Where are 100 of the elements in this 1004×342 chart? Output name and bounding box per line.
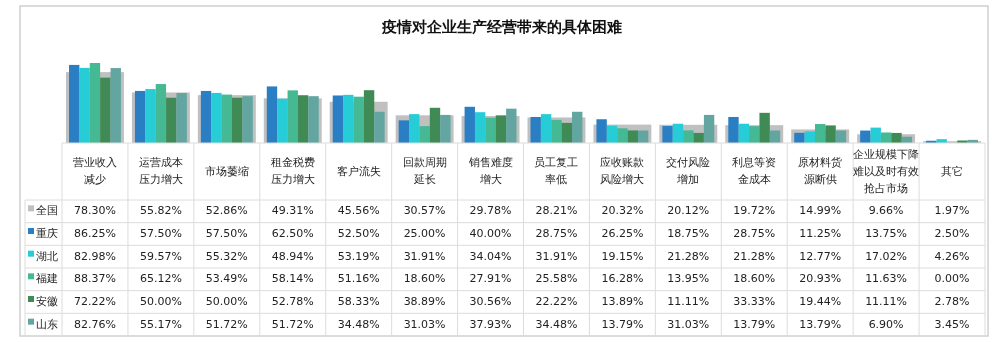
data-label: 62.50% bbox=[271, 227, 314, 240]
data-label: 0.00% bbox=[934, 272, 970, 286]
data-label: 51.72% bbox=[271, 317, 314, 331]
data-label: 31.91% bbox=[535, 249, 578, 263]
data-label: 14.99% bbox=[799, 204, 842, 218]
data-label: 21.28% bbox=[667, 249, 710, 263]
data-label: 78.30% bbox=[73, 204, 116, 218]
data-label: 20.93% bbox=[799, 272, 842, 286]
data-label: 13.75% bbox=[865, 227, 908, 240]
data-label: 2.78% bbox=[934, 295, 970, 308]
x-tick-label: 客户流失 bbox=[336, 164, 381, 178]
x-tick-label: 租金税费压力增大 bbox=[270, 156, 315, 186]
data-label: 31.03% bbox=[403, 317, 446, 331]
data-label: 28.75% bbox=[733, 227, 776, 240]
data-label: 17.02% bbox=[865, 249, 908, 263]
data-label: 28.21% bbox=[535, 204, 578, 218]
data-label: 82.98% bbox=[73, 249, 116, 263]
chart-title: 疫情对企业生产经营带来的具体困难 bbox=[381, 17, 622, 36]
data-label: 57.50% bbox=[205, 227, 248, 240]
data-label: 34.48% bbox=[337, 317, 380, 331]
data-label: 27.91% bbox=[469, 272, 512, 286]
data-label: 51.16% bbox=[337, 272, 380, 286]
data-label: 58.14% bbox=[271, 272, 314, 286]
data-label: 49.31% bbox=[271, 204, 314, 218]
data-label: 57.50% bbox=[139, 227, 182, 240]
x-tick-label: 运营成本压力增大 bbox=[138, 156, 183, 186]
data-label: 40.00% bbox=[469, 227, 512, 240]
data-label: 13.79% bbox=[799, 317, 842, 331]
data-label: 13.79% bbox=[601, 317, 644, 331]
data-label: 19.44% bbox=[799, 295, 842, 308]
data-label: 18.60% bbox=[403, 272, 446, 286]
data-label: 11.11% bbox=[865, 295, 908, 308]
legend-label: 安徽 bbox=[36, 295, 58, 308]
data-label: 86.25% bbox=[73, 227, 116, 240]
data-label: 48.94% bbox=[271, 249, 314, 263]
x-tick-label: 企业规模下降难以及时有效抢占市场 bbox=[853, 147, 920, 195]
data-label: 16.28% bbox=[601, 272, 644, 286]
data-label: 1.97% bbox=[934, 204, 970, 218]
data-label: 28.75% bbox=[535, 227, 578, 240]
data-label: 53.19% bbox=[337, 249, 380, 263]
x-tick-label: 回款周期延长 bbox=[402, 156, 447, 186]
data-label: 2.50% bbox=[934, 227, 970, 240]
data-label: 25.58% bbox=[535, 272, 578, 286]
data-label: 50.00% bbox=[139, 295, 182, 308]
x-tick-label: 交付风险增加 bbox=[666, 156, 711, 186]
data-label: 52.50% bbox=[337, 227, 380, 240]
x-tick-label: 市场萎缩 bbox=[204, 164, 249, 178]
data-label: 55.17% bbox=[139, 317, 182, 331]
data-label: 22.22% bbox=[535, 295, 578, 308]
data-label: 12.77% bbox=[799, 249, 842, 263]
data-label: 13.79% bbox=[733, 317, 776, 331]
data-label: 3.45% bbox=[934, 317, 970, 331]
data-label: 31.03% bbox=[667, 317, 710, 331]
data-label: 51.72% bbox=[205, 317, 248, 331]
data-label: 82.76% bbox=[73, 317, 116, 331]
data-label: 21.28% bbox=[733, 249, 776, 263]
x-tick-label: 利息等资金成本 bbox=[732, 156, 777, 186]
data-label: 19.15% bbox=[601, 249, 644, 263]
legend-label: 山东 bbox=[36, 317, 58, 331]
data-label: 59.57% bbox=[139, 249, 182, 263]
data-label: 33.33% bbox=[733, 295, 776, 308]
data-label: 52.78% bbox=[271, 295, 314, 308]
data-label: 20.32% bbox=[601, 204, 644, 218]
data-label: 30.57% bbox=[403, 204, 446, 218]
data-label: 88.37% bbox=[73, 272, 116, 286]
legend-label: 湖北 bbox=[36, 249, 58, 263]
data-label: 72.22% bbox=[73, 295, 116, 308]
data-label: 19.72% bbox=[733, 204, 776, 218]
data-label: 20.12% bbox=[667, 204, 710, 218]
x-tick-label: 原材料货源断供 bbox=[798, 156, 843, 186]
data-label: 18.75% bbox=[667, 227, 710, 240]
data-label: 25.00% bbox=[403, 227, 446, 240]
data-label: 31.91% bbox=[403, 249, 446, 263]
data-label: 55.32% bbox=[205, 249, 248, 263]
data-label: 11.25% bbox=[799, 227, 842, 240]
data-label: 34.48% bbox=[535, 317, 578, 331]
data-label: 55.82% bbox=[139, 204, 182, 218]
data-label: 13.89% bbox=[601, 295, 644, 308]
data-label: 50.00% bbox=[205, 295, 248, 308]
x-tick-label: 营业收入减少 bbox=[72, 156, 117, 186]
data-label: 34.04% bbox=[469, 249, 512, 263]
data-label: 37.93% bbox=[469, 317, 512, 331]
data-label: 65.12% bbox=[139, 272, 182, 286]
data-label: 6.90% bbox=[868, 317, 904, 331]
data-label: 58.33% bbox=[337, 295, 380, 308]
data-label: 52.86% bbox=[205, 204, 248, 218]
data-label: 4.26% bbox=[934, 249, 970, 263]
x-tick-label: 其它 bbox=[941, 164, 964, 178]
data-label: 30.56% bbox=[469, 295, 512, 308]
data-label: 45.56% bbox=[337, 204, 380, 218]
x-tick-label: 应收账款风险增大 bbox=[600, 156, 645, 186]
legend-label: 重庆 bbox=[36, 227, 58, 240]
data-label: 29.78% bbox=[469, 204, 512, 218]
data-label: 11.11% bbox=[667, 295, 710, 308]
data-label: 13.95% bbox=[667, 272, 710, 286]
legend-label: 全国 bbox=[36, 204, 58, 218]
x-tick-label: 员工复工率低 bbox=[534, 156, 579, 186]
data-label: 38.89% bbox=[403, 295, 446, 308]
data-label: 53.49% bbox=[205, 272, 248, 286]
x-tick-label: 销售难度增大 bbox=[467, 156, 513, 186]
